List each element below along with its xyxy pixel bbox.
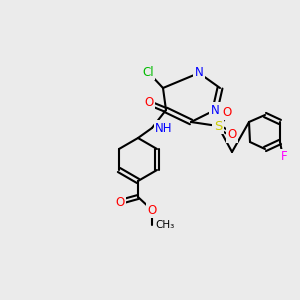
Text: N: N: [211, 103, 219, 116]
Text: Cl: Cl: [142, 65, 154, 79]
Text: CH₃: CH₃: [155, 220, 174, 230]
Text: O: O: [222, 106, 232, 118]
Text: O: O: [227, 128, 237, 142]
Text: S: S: [214, 119, 222, 133]
Text: F: F: [281, 151, 287, 164]
Text: O: O: [147, 203, 157, 217]
Text: NH: NH: [155, 122, 172, 134]
Text: O: O: [144, 97, 154, 110]
Text: O: O: [116, 196, 124, 208]
Text: N: N: [195, 67, 203, 80]
